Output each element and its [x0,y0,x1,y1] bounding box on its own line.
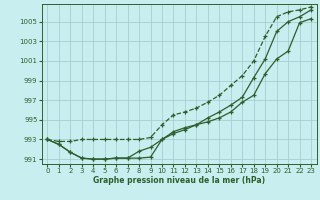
X-axis label: Graphe pression niveau de la mer (hPa): Graphe pression niveau de la mer (hPa) [93,176,265,185]
